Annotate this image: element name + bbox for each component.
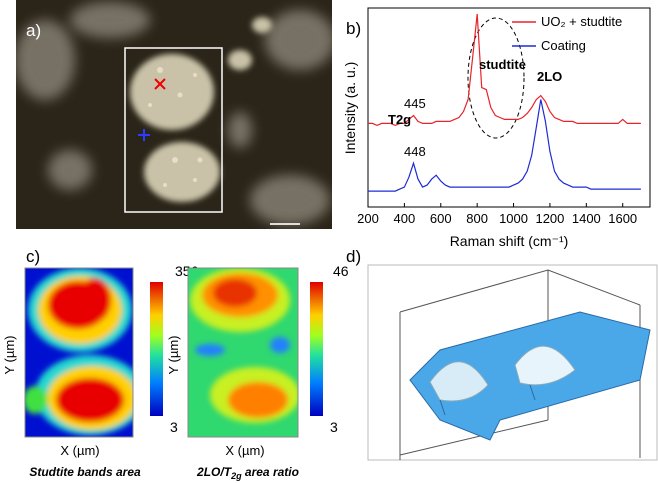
caption-part: 2LO/T xyxy=(196,465,233,479)
figure: a) b) Raman shift (cm⁻¹) Intensity (a. u… xyxy=(0,0,658,483)
y-axis-label: Y (µm) xyxy=(166,335,181,374)
y-axis-label: Y (µm) xyxy=(2,335,17,374)
annotation: 2LO xyxy=(537,69,562,84)
x-tick-label: 1200 xyxy=(535,211,564,226)
surface-plot xyxy=(368,265,657,460)
caption-sub: 2g xyxy=(230,471,242,481)
legend-label: Coating xyxy=(541,38,586,53)
colorbar xyxy=(150,282,163,416)
panel-label: c) xyxy=(26,247,40,266)
annotation: T2g xyxy=(388,112,411,127)
caption: Studtite bands area xyxy=(29,465,141,479)
colorbar-min: 3 xyxy=(330,419,338,435)
x-tick-label: 800 xyxy=(466,211,488,226)
x-axis-label: Raman shift (cm⁻¹) xyxy=(450,233,569,249)
x-tick-label: 1600 xyxy=(608,211,637,226)
x-tick-label: 200 xyxy=(357,211,379,226)
annotation: 445 xyxy=(404,96,426,111)
heatmap xyxy=(23,268,145,437)
x-axis-label: X (µm) xyxy=(60,443,99,458)
colorbar xyxy=(310,282,323,416)
heatmap xyxy=(188,268,300,437)
x-tick-label: 1000 xyxy=(499,211,528,226)
x-tick-label: 600 xyxy=(430,211,452,226)
panel-label: a) xyxy=(26,21,41,40)
panel-label: b) xyxy=(346,19,361,38)
annotation: 448 xyxy=(404,144,426,159)
panel-label: d) xyxy=(346,247,361,266)
legend-label: UO₂ + studtite xyxy=(541,14,622,29)
x-axis-label: X (µm) xyxy=(225,443,264,458)
caption: 2LO/T2g area ratio xyxy=(196,465,299,481)
caption-part: area ratio xyxy=(242,465,299,479)
colorbar-min: 3 xyxy=(170,419,178,435)
annotation: studtite xyxy=(479,57,526,72)
x-tick-label: 1400 xyxy=(572,211,601,226)
y-axis-label: Intensity (a. u.) xyxy=(342,62,358,155)
x-tick-label: 400 xyxy=(394,211,416,226)
micrograph xyxy=(15,0,335,229)
